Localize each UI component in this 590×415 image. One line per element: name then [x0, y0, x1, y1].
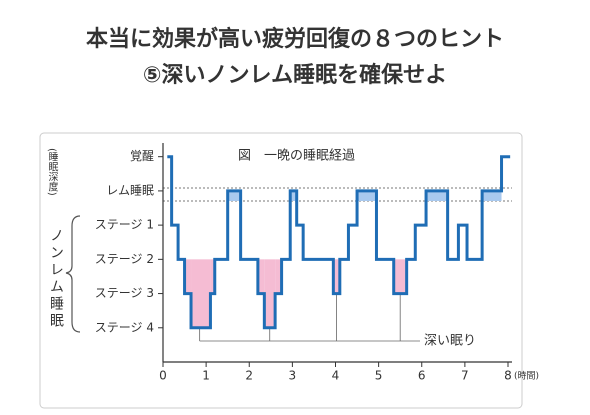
- y-tick-label: レム睡眠: [106, 183, 154, 197]
- y-tick-label: ステージ 4: [95, 320, 154, 334]
- chart-frame: [39, 132, 523, 409]
- x-tick-label: 6: [418, 369, 426, 383]
- deep-fill: [393, 259, 407, 294]
- deep-fill: [264, 259, 276, 328]
- rem-fill: [227, 190, 241, 201]
- x-tick-label: 7: [461, 369, 469, 383]
- rem-fill: [290, 190, 297, 201]
- deep-fill: [257, 259, 265, 294]
- deep-fill: [275, 259, 282, 294]
- rem-fill: [482, 190, 502, 201]
- deep-fill: [184, 259, 192, 294]
- y-tick-label: ステージ 1: [95, 218, 154, 232]
- x-tick-label: 8: [504, 369, 512, 383]
- y-tick-label: ステージ 2: [95, 252, 154, 266]
- annotation: 深い眠り: [424, 334, 476, 349]
- y-tick-label: ステージ 3: [95, 286, 154, 300]
- x-tick-label: 5: [375, 369, 383, 383]
- x-label: (時間): [514, 371, 539, 382]
- rem-fill: [357, 190, 377, 201]
- deep-fill: [191, 259, 211, 328]
- x-tick-label: 3: [289, 369, 297, 383]
- bracket-label: ノンレム睡眠: [48, 228, 64, 330]
- inner-title: 図 一晩の睡眠経過: [238, 149, 355, 164]
- subtitle: ⑤深いノンレム睡眠を確保せよ: [143, 62, 447, 88]
- bracket: [65, 215, 81, 333]
- deep-fill: [333, 259, 340, 294]
- title: 本当に効果が高い疲労回復の８つのヒント: [86, 26, 504, 52]
- deep-fill: [210, 259, 215, 294]
- y-label: (睡眠深度): [46, 148, 58, 196]
- rem-fill: [426, 190, 448, 201]
- x-tick-label: 4: [332, 369, 340, 383]
- y-tick-label: 覚醒: [130, 149, 154, 163]
- sleep-line: [167, 155, 511, 330]
- x-tick-label: 0: [159, 369, 167, 383]
- x-tick-label: 1: [202, 369, 210, 383]
- x-tick-label: 2: [245, 369, 253, 383]
